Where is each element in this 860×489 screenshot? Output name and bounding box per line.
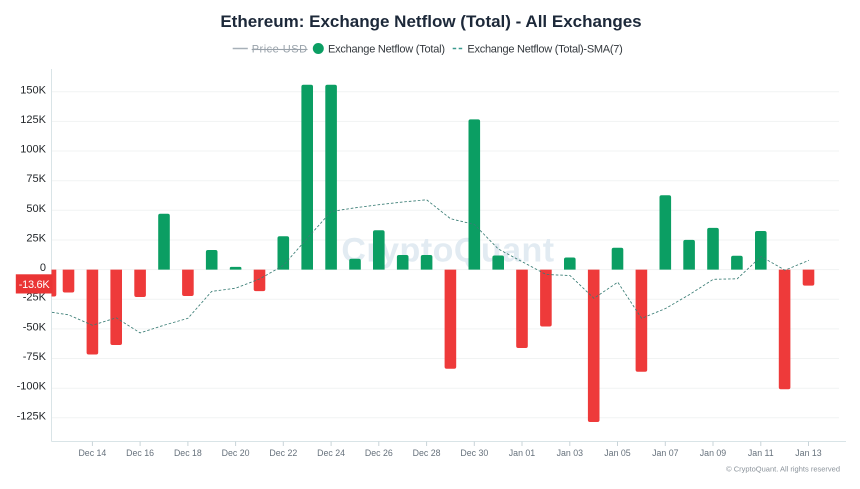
- svg-text:Dec 22: Dec 22: [269, 448, 297, 458]
- svg-text:Dec 14: Dec 14: [78, 448, 106, 458]
- svg-text:Dec 18: Dec 18: [174, 448, 202, 458]
- svg-text:Jan 11: Jan 11: [748, 448, 774, 458]
- svg-text:Ethereum: Exchange Netflow (To: Ethereum: Exchange Netflow (Total) - All…: [220, 12, 641, 31]
- svg-text:Exchange Netflow (Total)-SMA(7: Exchange Netflow (Total)-SMA(7): [467, 44, 622, 56]
- svg-text:Jan 09: Jan 09: [700, 448, 727, 458]
- svg-text:-75K: -75K: [23, 351, 47, 363]
- svg-text:Dec 16: Dec 16: [126, 448, 154, 458]
- svg-text:Jan 07: Jan 07: [652, 448, 679, 458]
- svg-text:Dec 28: Dec 28: [413, 448, 441, 458]
- svg-text:100K: 100K: [20, 144, 46, 156]
- svg-text:Jan 01: Jan 01: [509, 448, 536, 458]
- svg-text:-25K: -25K: [23, 292, 47, 304]
- svg-text:Dec 30: Dec 30: [460, 448, 488, 458]
- svg-text:150K: 150K: [20, 84, 46, 96]
- svg-text:-50K: -50K: [23, 321, 47, 333]
- svg-text:Jan 05: Jan 05: [604, 448, 631, 458]
- svg-text:0: 0: [40, 262, 46, 274]
- svg-text:25K: 25K: [26, 233, 46, 245]
- svg-text:Price USD: Price USD: [252, 44, 308, 56]
- svg-text:-125K: -125K: [17, 410, 47, 422]
- svg-text:75K: 75K: [26, 173, 46, 185]
- svg-text:-100K: -100K: [17, 381, 47, 393]
- svg-text:© CryptoQuant. All rights rese: © CryptoQuant. All rights reserved: [726, 465, 840, 474]
- svg-text:Dec 26: Dec 26: [365, 448, 393, 458]
- svg-text:Jan 03: Jan 03: [557, 448, 584, 458]
- svg-text:Exchange Netflow (Total): Exchange Netflow (Total): [328, 44, 445, 56]
- svg-text:Dec 24: Dec 24: [317, 448, 345, 458]
- svg-text:125K: 125K: [20, 114, 46, 126]
- svg-text:50K: 50K: [26, 203, 46, 215]
- svg-text:Jan 13: Jan 13: [795, 448, 822, 458]
- svg-text:-13.6K: -13.6K: [19, 279, 51, 291]
- svg-text:Dec 20: Dec 20: [222, 448, 250, 458]
